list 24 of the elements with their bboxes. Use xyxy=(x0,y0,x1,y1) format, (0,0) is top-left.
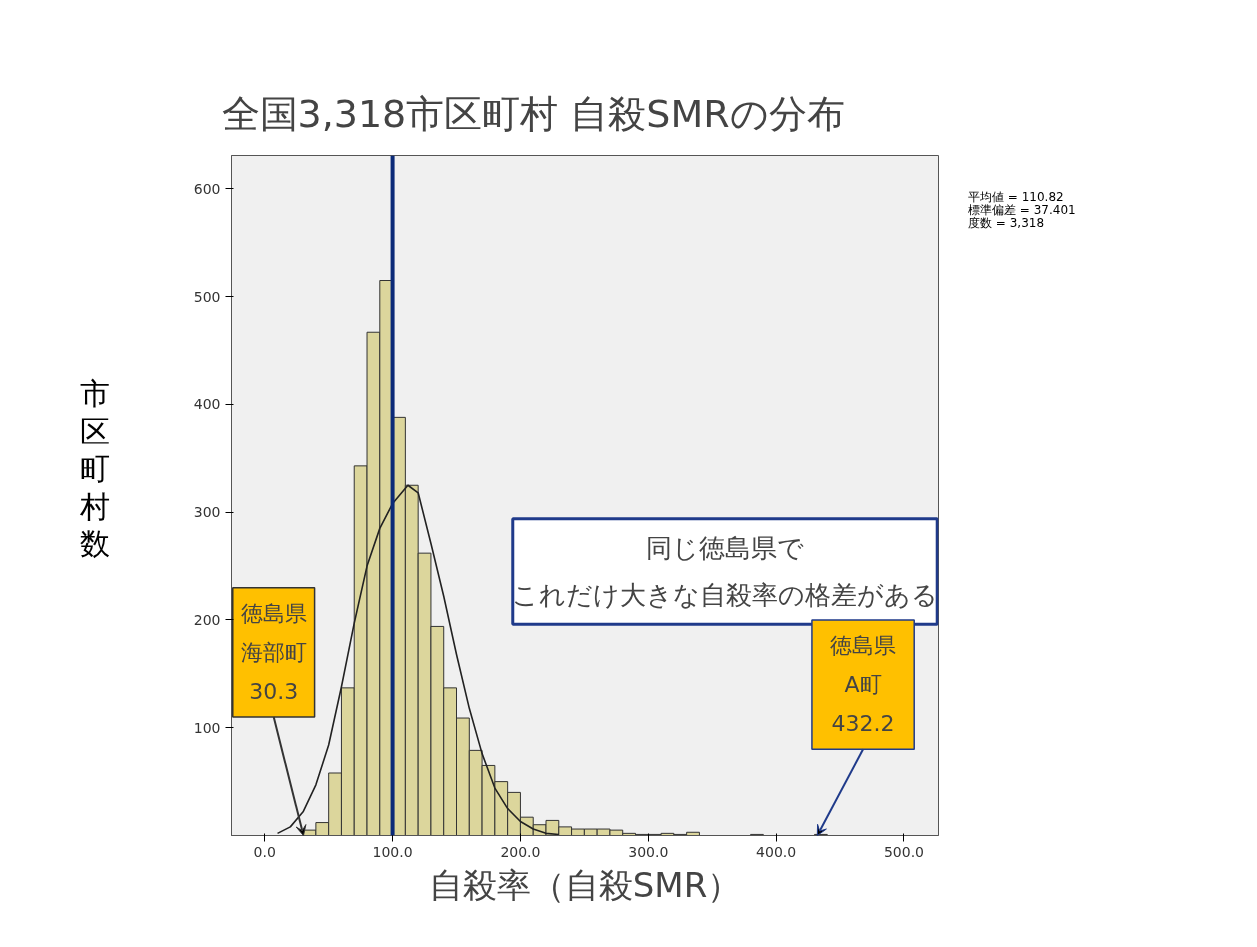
x-tick-label: 300.0 xyxy=(628,843,669,860)
text: 平均値 = 110.82 標準偏差 = 37.401 度数 = 3,318 xyxy=(968,190,1076,231)
x-axis-title: 自殺率（自殺SMR） xyxy=(428,864,742,905)
annotation: これだけ大きな自殺率の格差がある xyxy=(511,580,938,611)
x-tick-label: 500.0 xyxy=(883,843,925,860)
annotation: 徳島県 xyxy=(830,633,897,659)
annotation: 海部町 xyxy=(240,639,307,665)
y-axis-title: 市区町村数 xyxy=(80,375,110,563)
y-tick-label: 200 xyxy=(193,611,221,628)
x-tick-label: 0.0 xyxy=(253,843,276,860)
y-tick-label: 100 xyxy=(193,719,221,736)
x-tick-label: 200.0 xyxy=(500,843,541,860)
annotation: 同じ徳島県で xyxy=(645,532,804,563)
x-tick-label: 400.0 xyxy=(756,843,797,860)
y-tick-label: 400 xyxy=(193,396,221,413)
annotation: A町 xyxy=(844,672,882,698)
y-tick-label: 600 xyxy=(193,180,221,197)
x-tick-label: 100.0 xyxy=(372,843,413,860)
chart-title: 全国3,318市区町村 自殺SMRの分布 xyxy=(221,91,845,136)
annotation: 30.3 xyxy=(249,679,299,705)
annotation: 432.2 xyxy=(831,711,895,737)
annotation: 徳島県 xyxy=(240,601,307,626)
y-tick-label: 500 xyxy=(193,288,221,305)
y-tick-label: 300 xyxy=(193,504,221,521)
